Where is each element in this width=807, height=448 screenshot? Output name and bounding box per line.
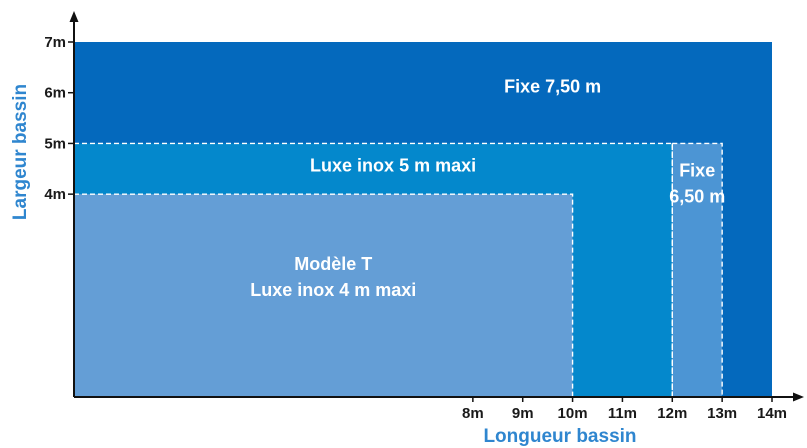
- x-tick-label: 8m: [462, 405, 484, 422]
- x-axis-arrow: [793, 392, 804, 402]
- axes-layer: [68, 11, 804, 402]
- regions-layer: [74, 42, 772, 397]
- y-axis-arrow: [69, 11, 79, 22]
- y-tick-label: 7m: [44, 34, 66, 51]
- x-tick-label: 10m: [558, 405, 588, 422]
- x-tick-label: 13m: [707, 405, 737, 422]
- region-label-line: 6,50 m: [669, 186, 725, 206]
- region-label-luxe-inox-5m: Luxe inox 5 m maxi: [310, 155, 476, 175]
- x-axis-title: Longueur bassin: [483, 426, 636, 447]
- y-axis-title: Largeur bassin: [10, 84, 31, 220]
- region-label-fixe-650: Fixe 6,50 m: [669, 160, 725, 206]
- region-label-line: Luxe inox 4 m maxi: [250, 280, 416, 300]
- region-label-fixe-750: Fixe 7,50 m: [504, 77, 601, 97]
- y-tick-label: 5m: [44, 135, 66, 152]
- region-label-line: Luxe inox 5 m maxi: [310, 155, 476, 175]
- x-tick-label: 14m: [757, 405, 787, 422]
- region-modele-t: [74, 194, 573, 397]
- region-label-line: Fixe: [679, 160, 715, 180]
- y-tick-label: 6m: [44, 85, 66, 102]
- region-label-line: Modèle T: [294, 254, 372, 274]
- x-tick-label: 9m: [512, 405, 534, 422]
- region-border-fixe-650: [671, 142, 723, 397]
- region-border-modele-t: [74, 193, 574, 397]
- region-fixe-650: [672, 143, 723, 397]
- tick-labels-layer: 4m 5m 6m 7m 8m 9m 10m 11m 12m 13m 14m: [44, 34, 787, 422]
- region-labels-layer: Fixe 7,50 m Luxe inox 5 m maxi Fixe 6,50 m M…: [250, 77, 725, 301]
- region-label-line: Fixe 7,50 m: [504, 77, 601, 97]
- y-tick-label: 4m: [44, 186, 66, 203]
- x-tick-label: 11m: [608, 405, 637, 422]
- region-label-modele-t: Modèle T Luxe inox 4 m maxi: [250, 254, 416, 300]
- x-tick-label: 12m: [657, 405, 687, 422]
